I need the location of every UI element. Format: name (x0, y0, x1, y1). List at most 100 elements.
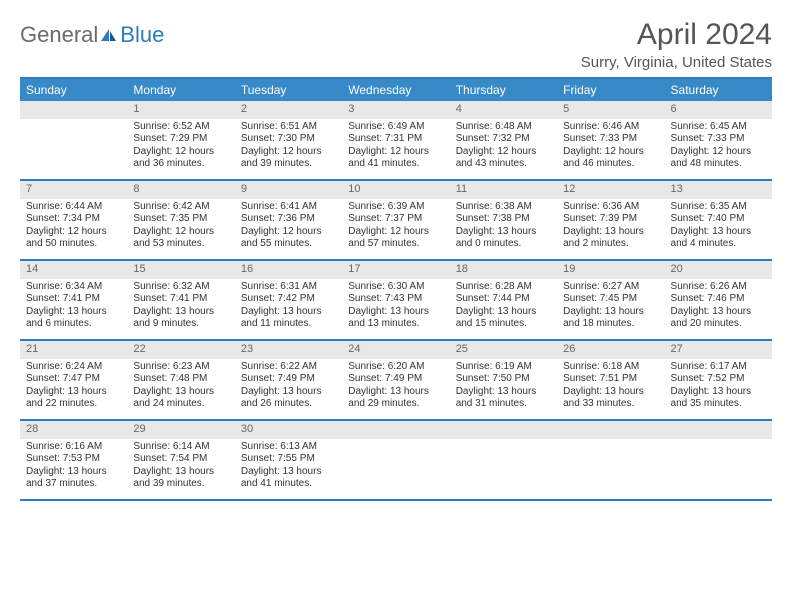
sunrise-text: Sunrise: 6:51 AM (241, 121, 336, 134)
day-body: Sunrise: 6:19 AMSunset: 7:50 PMDaylight:… (450, 359, 557, 415)
day-cell: 9Sunrise: 6:41 AMSunset: 7:36 PMDaylight… (235, 181, 342, 259)
day-cell: 29Sunrise: 6:14 AMSunset: 7:54 PMDayligh… (127, 421, 234, 499)
daylight-text: Daylight: 13 hours and 11 minutes. (241, 306, 336, 331)
day-body: Sunrise: 6:52 AMSunset: 7:29 PMDaylight:… (127, 119, 234, 175)
week-row: 28Sunrise: 6:16 AMSunset: 7:53 PMDayligh… (20, 421, 772, 501)
sunset-text: Sunset: 7:44 PM (456, 293, 551, 306)
sunrise-text: Sunrise: 6:17 AM (671, 361, 766, 374)
empty-day-cell (20, 101, 127, 179)
title-block: April 2024 Surry, Virginia, United State… (581, 18, 772, 71)
day-number: 16 (235, 261, 342, 279)
day-body: Sunrise: 6:13 AMSunset: 7:55 PMDaylight:… (235, 439, 342, 495)
day-cell: 26Sunrise: 6:18 AMSunset: 7:51 PMDayligh… (557, 341, 664, 419)
day-number: 12 (557, 181, 664, 199)
sunset-text: Sunset: 7:33 PM (671, 133, 766, 146)
day-number: 24 (342, 341, 449, 359)
sunset-text: Sunset: 7:38 PM (456, 213, 551, 226)
day-number: 25 (450, 341, 557, 359)
day-number: 8 (127, 181, 234, 199)
sunrise-text: Sunrise: 6:19 AM (456, 361, 551, 374)
day-number: 13 (665, 181, 772, 199)
day-body: Sunrise: 6:27 AMSunset: 7:45 PMDaylight:… (557, 279, 664, 335)
day-number: 15 (127, 261, 234, 279)
sunrise-text: Sunrise: 6:23 AM (133, 361, 228, 374)
sunset-text: Sunset: 7:40 PM (671, 213, 766, 226)
weekday-header: Saturday (665, 79, 772, 101)
daylight-text: Daylight: 12 hours and 43 minutes. (456, 146, 551, 171)
weekday-header: Tuesday (235, 79, 342, 101)
daylight-text: Daylight: 13 hours and 41 minutes. (241, 466, 336, 491)
sunset-text: Sunset: 7:30 PM (241, 133, 336, 146)
day-cell: 3Sunrise: 6:49 AMSunset: 7:31 PMDaylight… (342, 101, 449, 179)
day-number: 6 (665, 101, 772, 119)
logo-sail-icon (100, 28, 118, 42)
sunrise-text: Sunrise: 6:28 AM (456, 281, 551, 294)
weeks-container: 1Sunrise: 6:52 AMSunset: 7:29 PMDaylight… (20, 101, 772, 501)
day-cell: 18Sunrise: 6:28 AMSunset: 7:44 PMDayligh… (450, 261, 557, 339)
sunset-text: Sunset: 7:43 PM (348, 293, 443, 306)
sunrise-text: Sunrise: 6:34 AM (26, 281, 121, 294)
day-number: 2 (235, 101, 342, 119)
daylight-text: Daylight: 13 hours and 39 minutes. (133, 466, 228, 491)
weekday-header: Sunday (20, 79, 127, 101)
daylight-text: Daylight: 13 hours and 18 minutes. (563, 306, 658, 331)
sunrise-text: Sunrise: 6:22 AM (241, 361, 336, 374)
sunset-text: Sunset: 7:41 PM (133, 293, 228, 306)
daylight-text: Daylight: 13 hours and 9 minutes. (133, 306, 228, 331)
day-cell: 20Sunrise: 6:26 AMSunset: 7:46 PMDayligh… (665, 261, 772, 339)
sunset-text: Sunset: 7:52 PM (671, 373, 766, 386)
sunset-text: Sunset: 7:51 PM (563, 373, 658, 386)
sunrise-text: Sunrise: 6:35 AM (671, 201, 766, 214)
sunset-text: Sunset: 7:29 PM (133, 133, 228, 146)
sunrise-text: Sunrise: 6:20 AM (348, 361, 443, 374)
day-body: Sunrise: 6:22 AMSunset: 7:49 PMDaylight:… (235, 359, 342, 415)
sunset-text: Sunset: 7:35 PM (133, 213, 228, 226)
day-cell: 19Sunrise: 6:27 AMSunset: 7:45 PMDayligh… (557, 261, 664, 339)
day-number: 26 (557, 341, 664, 359)
sunrise-text: Sunrise: 6:32 AM (133, 281, 228, 294)
day-body: Sunrise: 6:17 AMSunset: 7:52 PMDaylight:… (665, 359, 772, 415)
sunrise-text: Sunrise: 6:52 AM (133, 121, 228, 134)
day-number-bar (20, 101, 127, 119)
sunrise-text: Sunrise: 6:14 AM (133, 441, 228, 454)
day-body: Sunrise: 6:24 AMSunset: 7:47 PMDaylight:… (20, 359, 127, 415)
sunset-text: Sunset: 7:31 PM (348, 133, 443, 146)
sunrise-text: Sunrise: 6:27 AM (563, 281, 658, 294)
daylight-text: Daylight: 12 hours and 55 minutes. (241, 226, 336, 251)
sunset-text: Sunset: 7:50 PM (456, 373, 551, 386)
day-number: 4 (450, 101, 557, 119)
daylight-text: Daylight: 13 hours and 26 minutes. (241, 386, 336, 411)
day-body: Sunrise: 6:23 AMSunset: 7:48 PMDaylight:… (127, 359, 234, 415)
sunrise-text: Sunrise: 6:16 AM (26, 441, 121, 454)
sunrise-text: Sunrise: 6:26 AM (671, 281, 766, 294)
daylight-text: Daylight: 12 hours and 48 minutes. (671, 146, 766, 171)
daylight-text: Daylight: 12 hours and 39 minutes. (241, 146, 336, 171)
day-body: Sunrise: 6:42 AMSunset: 7:35 PMDaylight:… (127, 199, 234, 255)
sunset-text: Sunset: 7:41 PM (26, 293, 121, 306)
daylight-text: Daylight: 13 hours and 6 minutes. (26, 306, 121, 331)
day-body: Sunrise: 6:49 AMSunset: 7:31 PMDaylight:… (342, 119, 449, 175)
sunrise-text: Sunrise: 6:36 AM (563, 201, 658, 214)
daylight-text: Daylight: 13 hours and 37 minutes. (26, 466, 121, 491)
day-cell: 2 Sunrise: 6:51 AMSunset: 7:30 PMDaylight… (235, 101, 342, 179)
empty-day-cell (342, 421, 449, 499)
day-body: Sunrise: 6:14 AMSunset: 7:54 PMDaylight:… (127, 439, 234, 495)
weekday-header: Wednesday (342, 79, 449, 101)
day-body: Sunrise: 6:38 AMSunset: 7:38 PMDaylight:… (450, 199, 557, 255)
day-number: 27 (665, 341, 772, 359)
day-body: Sunrise: 6:31 AMSunset: 7:42 PMDaylight:… (235, 279, 342, 335)
day-number: 19 (557, 261, 664, 279)
sunrise-text: Sunrise: 6:44 AM (26, 201, 121, 214)
empty-day-cell (557, 421, 664, 499)
sunrise-text: Sunrise: 6:39 AM (348, 201, 443, 214)
day-body: Sunrise: 6:16 AMSunset: 7:53 PMDaylight:… (20, 439, 127, 495)
day-cell: 17Sunrise: 6:30 AMSunset: 7:43 PMDayligh… (342, 261, 449, 339)
daylight-text: Daylight: 13 hours and 20 minutes. (671, 306, 766, 331)
sunrise-text: Sunrise: 6:30 AM (348, 281, 443, 294)
daylight-text: Daylight: 13 hours and 33 minutes. (563, 386, 658, 411)
day-number: 29 (127, 421, 234, 439)
day-number-bar (557, 421, 664, 439)
sunset-text: Sunset: 7:36 PM (241, 213, 336, 226)
day-number: 9 (235, 181, 342, 199)
daylight-text: Daylight: 12 hours and 46 minutes. (563, 146, 658, 171)
